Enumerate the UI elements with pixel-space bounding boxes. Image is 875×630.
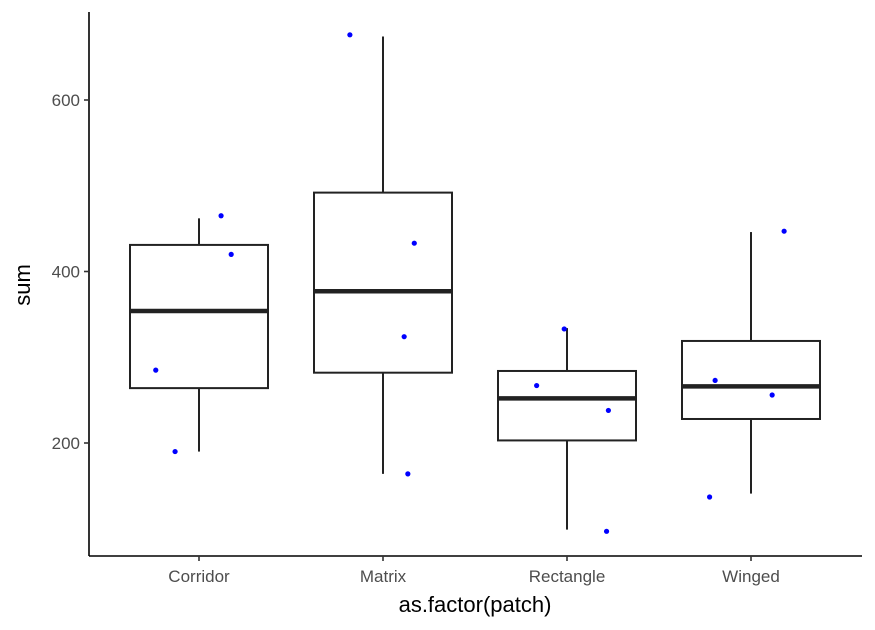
data-point bbox=[411, 240, 417, 246]
data-point bbox=[347, 32, 353, 38]
box-winged bbox=[681, 339, 821, 420]
box-matrix bbox=[313, 191, 453, 374]
data-point bbox=[172, 448, 178, 455]
data-point bbox=[712, 377, 718, 384]
y-tick-label: 400 bbox=[52, 263, 80, 282]
data-point bbox=[405, 471, 411, 477]
x-tick-label: Matrix bbox=[360, 567, 407, 586]
data-point bbox=[605, 407, 612, 414]
y-tick-label: 600 bbox=[52, 91, 80, 110]
data-point bbox=[603, 528, 610, 534]
data-point bbox=[707, 494, 713, 500]
data-point bbox=[218, 213, 224, 219]
y-axis-title: sum bbox=[10, 264, 35, 306]
x-tick-label: Winged bbox=[722, 567, 780, 586]
x-tick-label: Corridor bbox=[168, 567, 230, 586]
data-point bbox=[769, 392, 775, 398]
data-point bbox=[153, 367, 159, 373]
y-tick-label: 200 bbox=[52, 434, 80, 453]
data-point bbox=[228, 251, 234, 257]
box-rectangle bbox=[497, 369, 637, 442]
plot-area: 200 400 600 Corridor Matrix Rectangle Winged bbox=[52, 12, 862, 586]
x-tick-label: Rectangle bbox=[529, 567, 606, 586]
x-axis-title: as.factor(patch) bbox=[399, 592, 552, 617]
data-point bbox=[561, 326, 567, 332]
data-point bbox=[534, 382, 540, 389]
data-point bbox=[401, 334, 407, 340]
box-corridor bbox=[129, 243, 269, 390]
data-point bbox=[781, 228, 787, 234]
